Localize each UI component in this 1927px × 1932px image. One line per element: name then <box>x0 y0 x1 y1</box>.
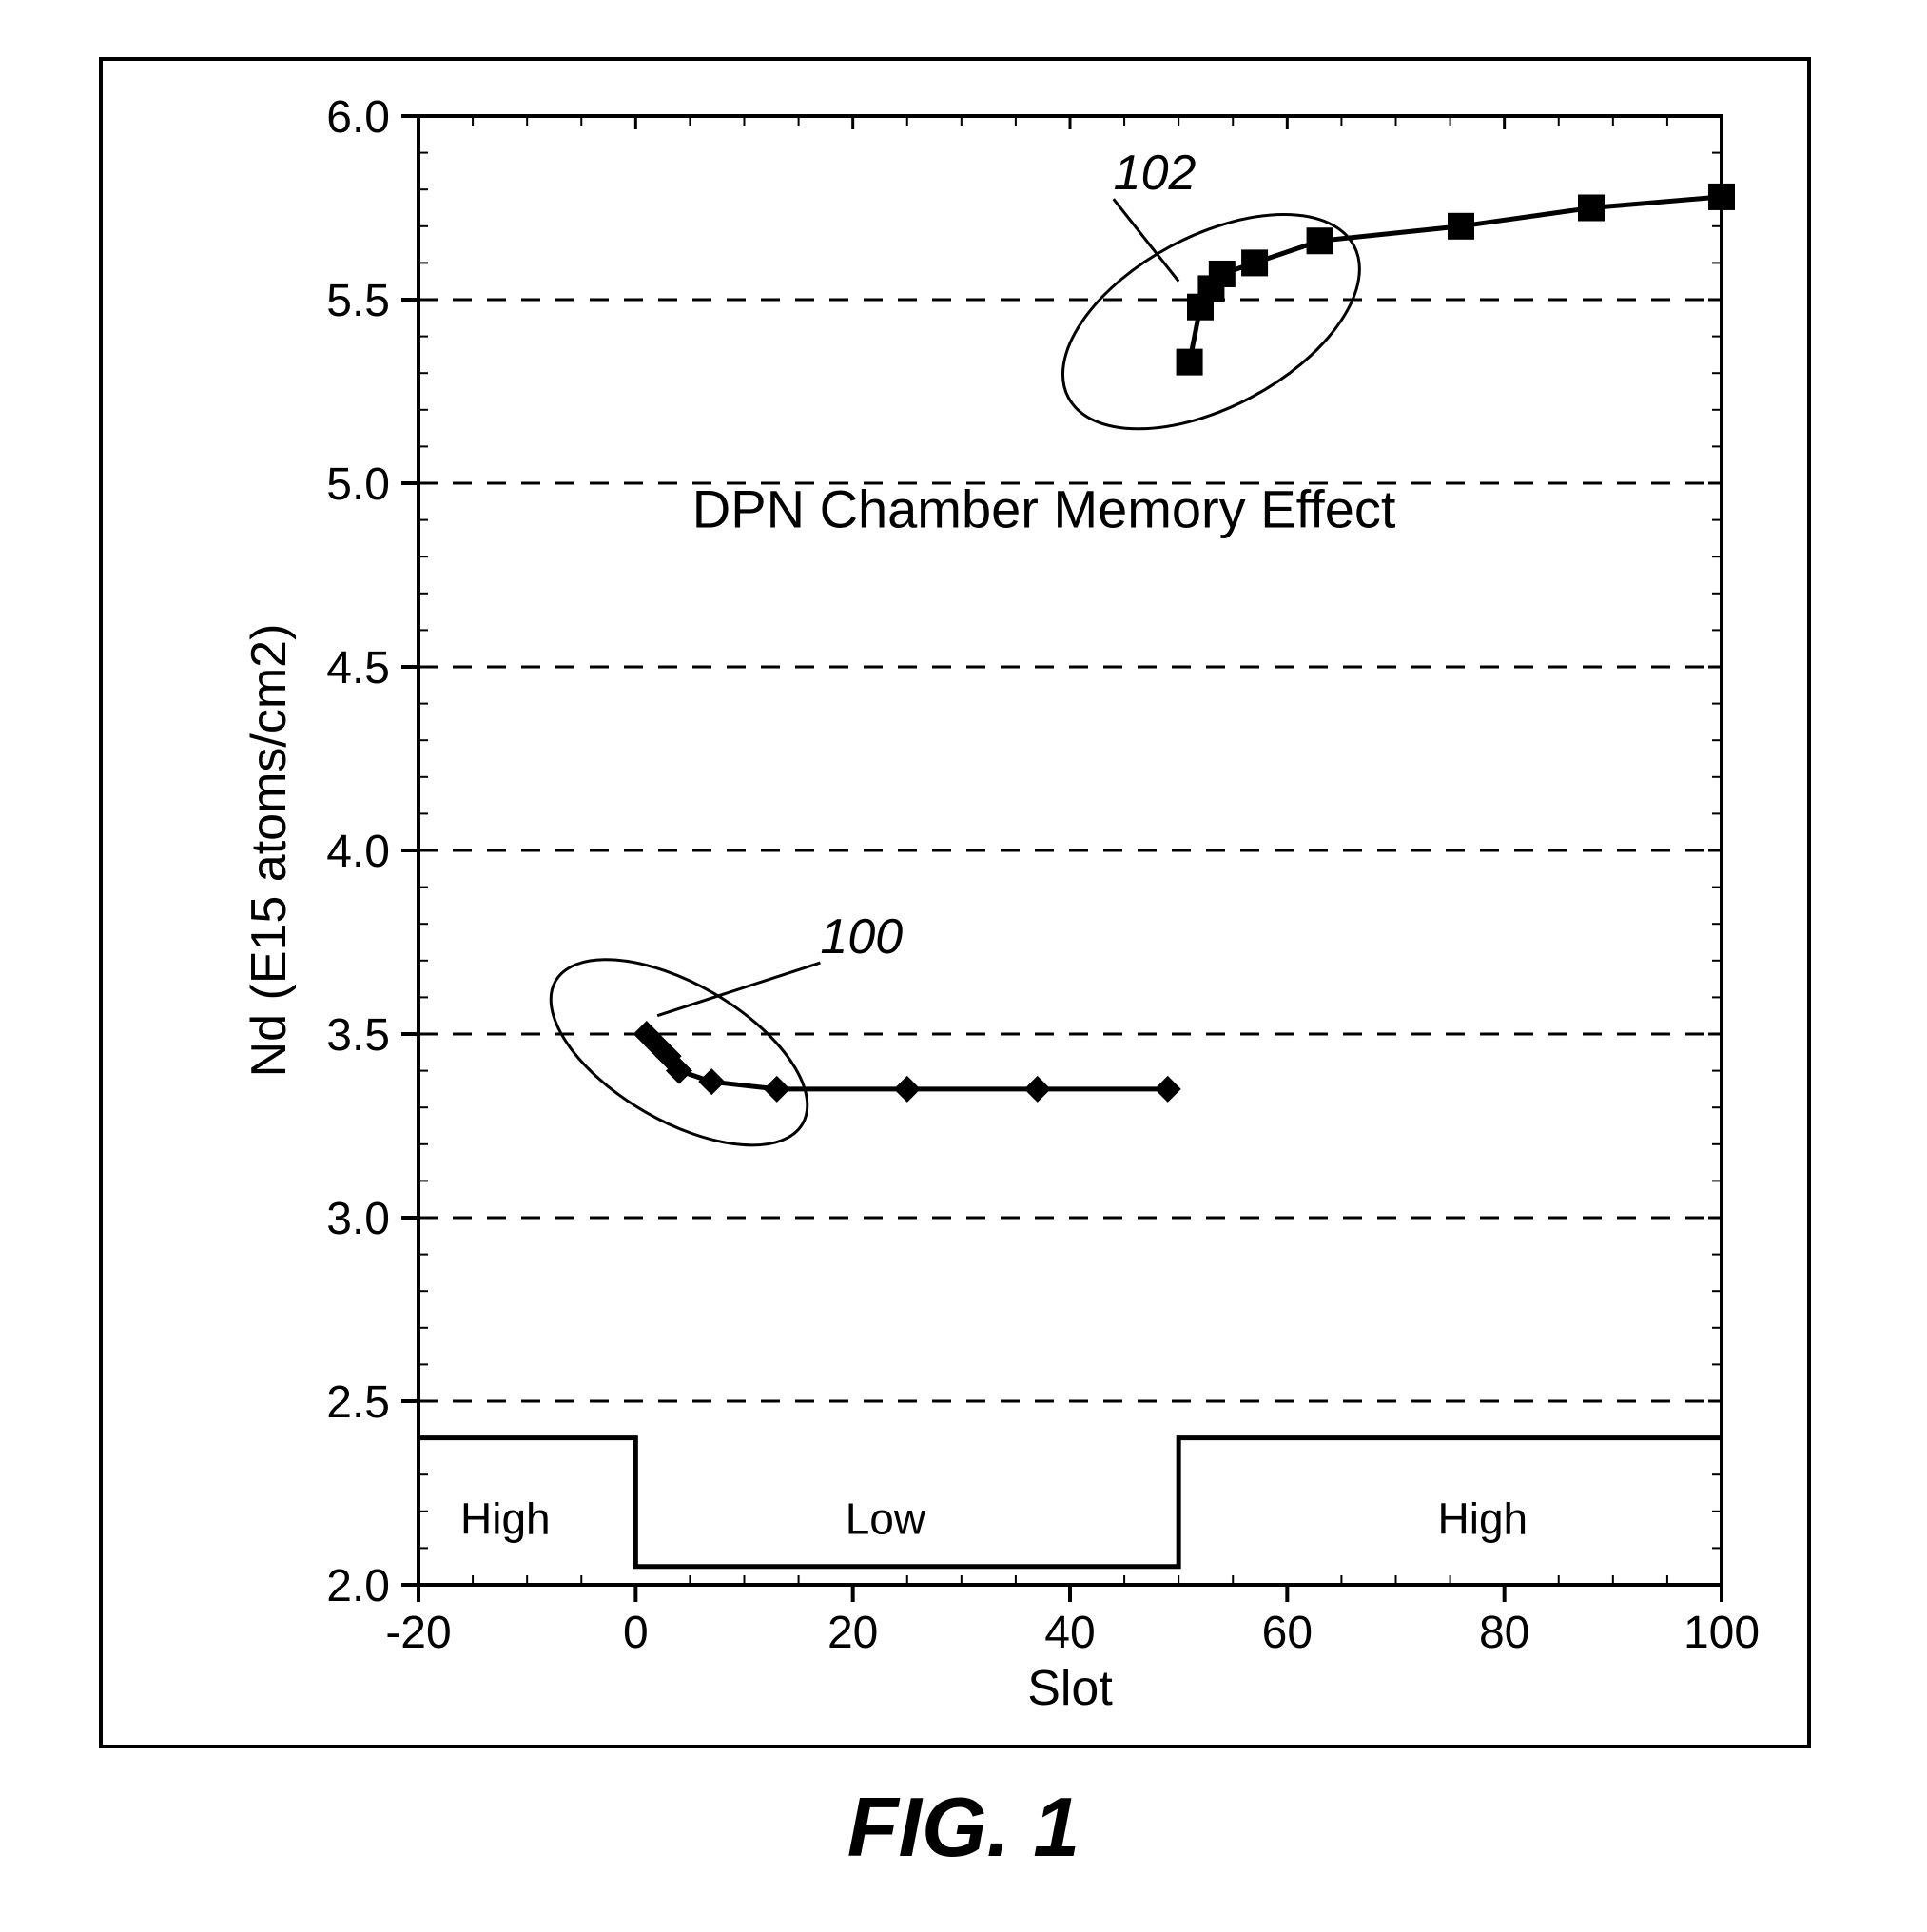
svg-text:80: 80 <box>1479 1608 1529 1658</box>
svg-text:3.0: 3.0 <box>326 1194 390 1244</box>
svg-text:Low: Low <box>846 1494 926 1544</box>
svg-text:4.0: 4.0 <box>326 827 390 877</box>
svg-text:DPN Chamber Memory Effect: DPN Chamber Memory Effect <box>692 478 1396 538</box>
svg-text:40: 40 <box>1044 1608 1095 1658</box>
figure-caption: FIG. 1 <box>0 1779 1927 1876</box>
svg-text:-20: -20 <box>385 1608 451 1658</box>
svg-text:2.0: 2.0 <box>326 1561 390 1611</box>
svg-text:20: 20 <box>827 1608 878 1658</box>
svg-text:2.5: 2.5 <box>326 1377 390 1428</box>
svg-text:5.0: 5.0 <box>326 459 390 510</box>
svg-text:100: 100 <box>1684 1608 1760 1658</box>
svg-text:High: High <box>1438 1494 1528 1544</box>
svg-text:60: 60 <box>1262 1608 1313 1658</box>
svg-text:6.0: 6.0 <box>326 92 390 143</box>
svg-text:102: 102 <box>1114 146 1197 201</box>
plot-area: -20 0 20 40 60 80 100 2.0 2.5 3.0 3.5 4.0 4.5 5.0 5.5 6… <box>103 61 1807 1745</box>
svg-text:5.5: 5.5 <box>326 276 390 326</box>
svg-text:0: 0 <box>623 1608 649 1658</box>
svg-text:High: High <box>460 1494 551 1544</box>
outer-panel: -20 0 20 40 60 80 100 2.0 2.5 3.0 3.5 4.0 4.5 5.0 5.5 6… <box>99 57 1811 1748</box>
page: -20 0 20 40 60 80 100 2.0 2.5 3.0 3.5 4.0 4.5 5.0 5.5 6… <box>0 0 1927 1932</box>
svg-text:3.5: 3.5 <box>326 1010 390 1061</box>
svg-text:4.5: 4.5 <box>326 643 390 693</box>
svg-text:Slot: Slot <box>1027 1661 1113 1716</box>
svg-text:100: 100 <box>820 909 903 965</box>
svg-text:Nd (E15 atoms/cm2): Nd (E15 atoms/cm2) <box>242 624 297 1078</box>
